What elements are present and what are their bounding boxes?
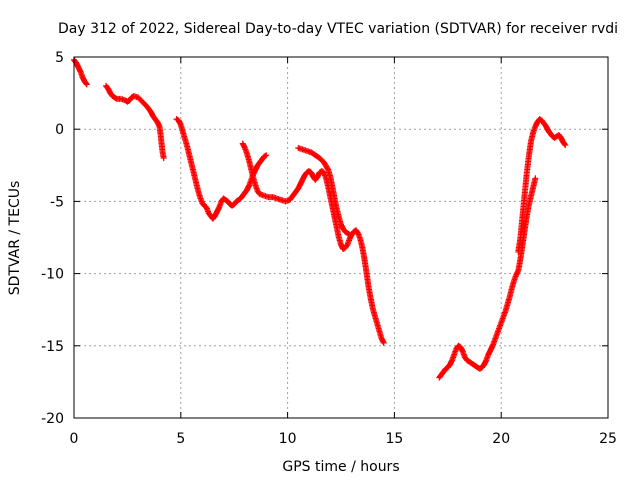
plot-frame	[73, 56, 609, 419]
data-point	[262, 152, 269, 159]
x-tick-label-5: 5	[176, 431, 185, 447]
x-tick-label-15: 15	[385, 431, 403, 447]
x-tick-label-10: 10	[279, 431, 297, 447]
data-point	[562, 142, 569, 149]
data-point	[263, 152, 270, 159]
grid-layer	[74, 57, 608, 418]
y-tick-label-0: 0	[55, 122, 64, 138]
y-tick-label--10: -10	[41, 267, 64, 283]
x-tick-label-25: 25	[599, 431, 617, 447]
y-axis: 5 0 -5 -10 -15 -20	[41, 50, 608, 427]
y-tick-label--15: -15	[41, 339, 64, 355]
data-point	[83, 81, 90, 88]
y-axis-label: SDTVAR / TECUs	[7, 181, 23, 296]
y-tick-label--5: -5	[50, 194, 64, 210]
data-point	[324, 165, 331, 172]
x-axis: 0 5 10 15 20 25	[70, 57, 617, 447]
y-tick-label--20: -20	[41, 411, 64, 427]
data-point	[83, 80, 90, 87]
data-point	[345, 230, 352, 237]
data-point	[346, 231, 353, 238]
x-tick-label-0: 0	[70, 431, 79, 447]
data-point	[561, 141, 568, 148]
chart-title: Day 312 of 2022, Sidereal Day-to-day VTE…	[58, 21, 618, 37]
x-axis-label: GPS time / hours	[282, 459, 399, 475]
data-point	[380, 339, 387, 346]
data-point	[160, 155, 167, 162]
data-point	[532, 175, 539, 182]
y-tick-label-5: 5	[55, 50, 64, 66]
data-series-sdtvar	[71, 56, 569, 381]
x-tick-label-20: 20	[492, 431, 510, 447]
